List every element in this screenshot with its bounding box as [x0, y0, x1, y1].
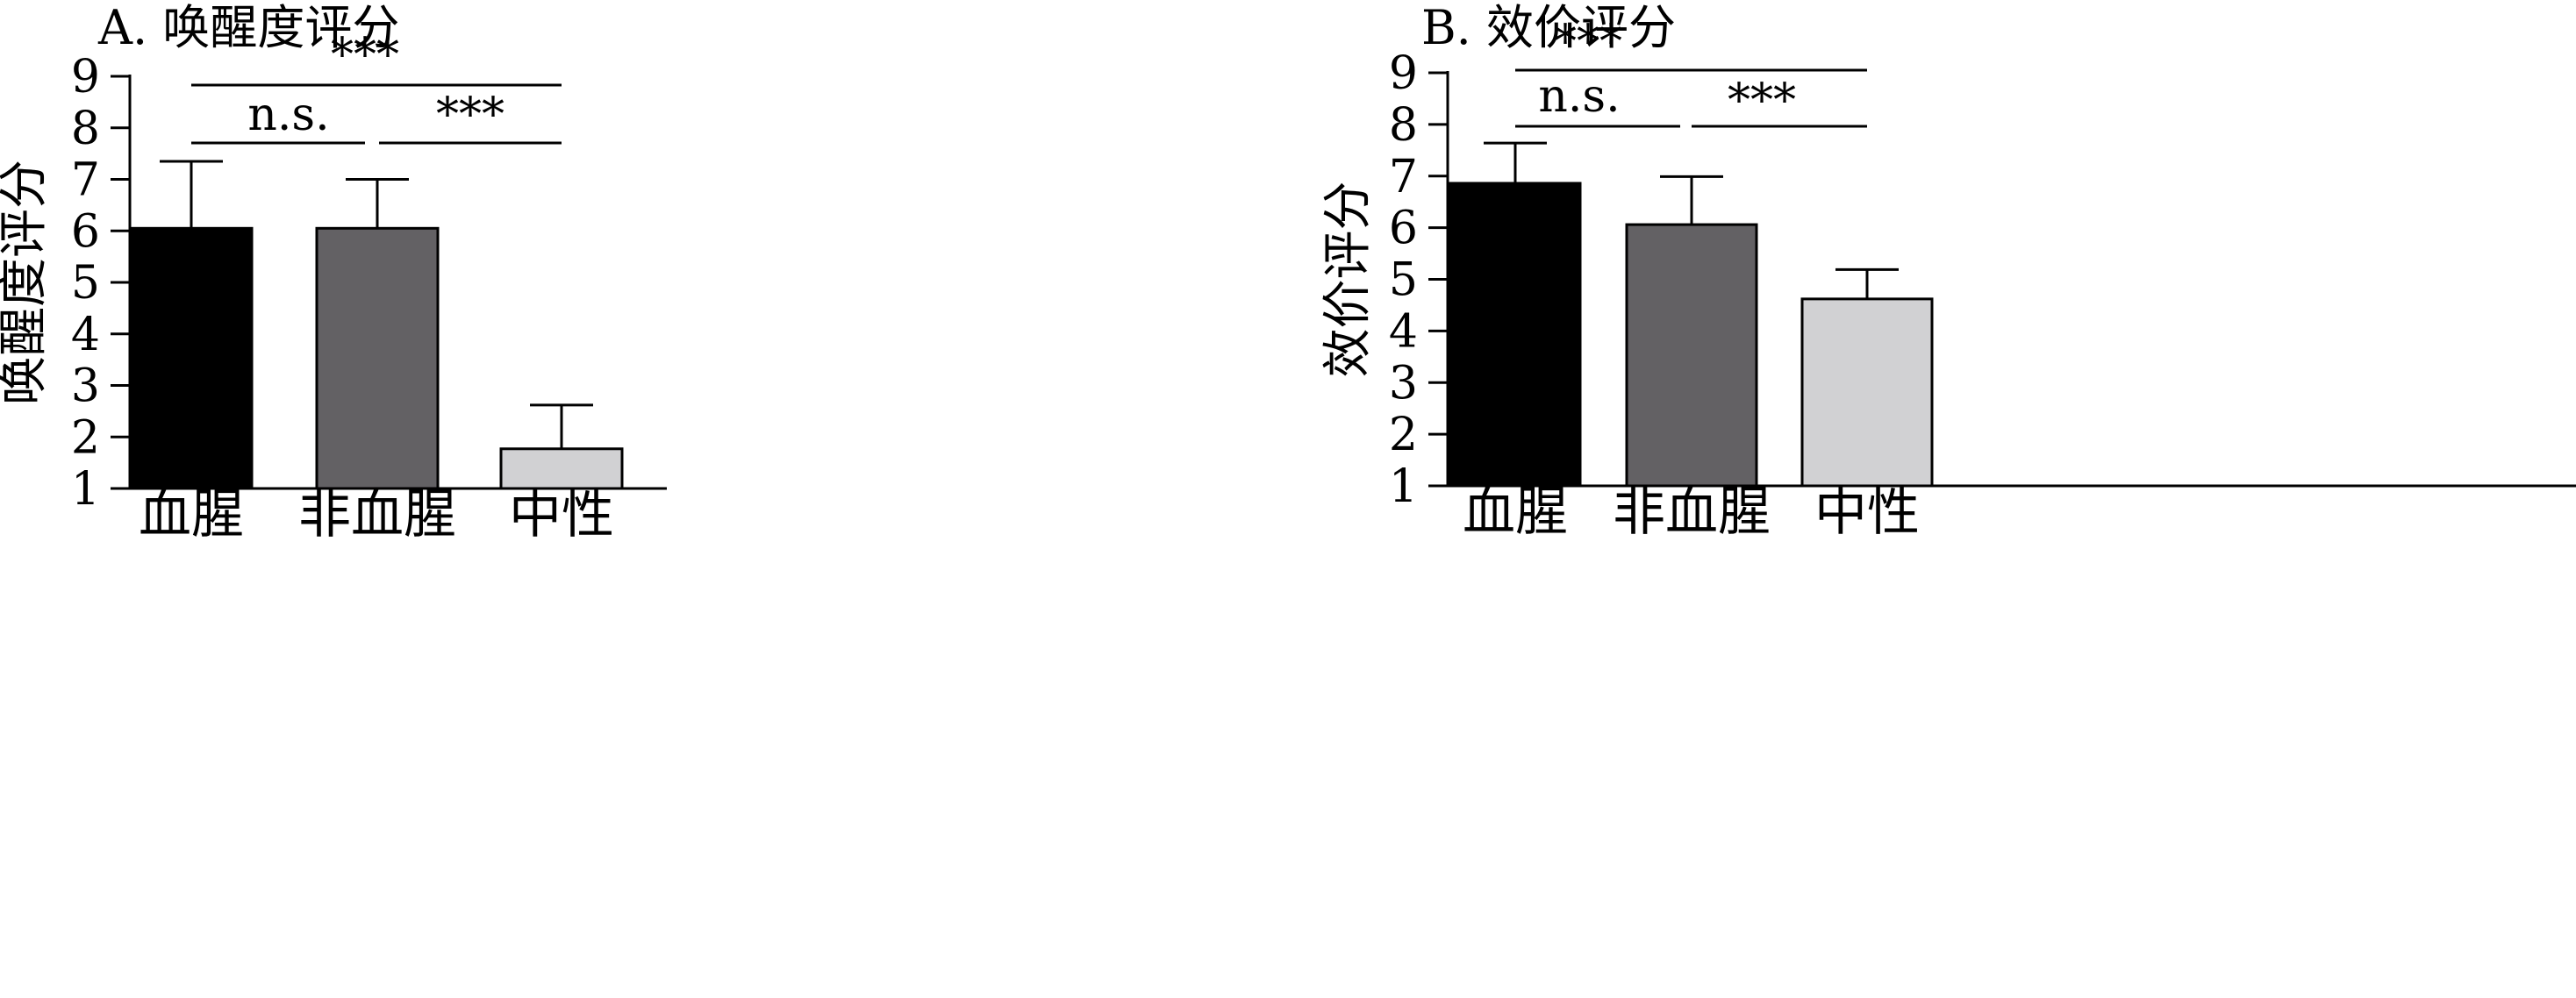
y-tick-label: 8 — [71, 103, 100, 155]
y-axis-label: 唤醒度评分 — [0, 160, 53, 405]
y-tick-label: 9 — [71, 51, 100, 103]
y-tick-label: 3 — [1389, 357, 1418, 410]
bar-3 — [1800, 297, 1934, 488]
y-tick-label: 1 — [1389, 460, 1418, 513]
bar-2 — [1625, 223, 1758, 488]
significance-label: n.s. — [1538, 70, 1620, 123]
significance-label: *** — [331, 29, 399, 82]
y-tick-label: 1 — [71, 463, 100, 516]
bar-3 — [499, 447, 624, 490]
y-tick-label: 4 — [1389, 305, 1418, 358]
y-tick-label: 7 — [71, 154, 100, 207]
significance-label: *** — [1554, 16, 1622, 68]
y-tick-label: 2 — [71, 411, 100, 464]
y-tick-label: 4 — [71, 309, 100, 361]
bar-2 — [315, 226, 440, 490]
bar-1 — [1449, 182, 1582, 488]
y-tick-label: 3 — [71, 360, 100, 413]
x-category-label: 非血腥 — [298, 484, 456, 545]
y-tick-label: 6 — [1389, 203, 1418, 255]
x-category-label: 血腥 — [1463, 481, 1568, 543]
significance-label: *** — [436, 89, 504, 141]
y-tick-label: 6 — [71, 205, 100, 258]
y-tick-label: 8 — [1389, 99, 1418, 152]
y-tick-label: 5 — [71, 257, 100, 310]
significance-label: *** — [1728, 75, 1796, 127]
x-category-label: 中性 — [1814, 481, 1920, 543]
y-tick-label: 9 — [1389, 47, 1418, 100]
x-category-label: 血腥 — [139, 484, 244, 545]
x-category-label: 中性 — [509, 484, 614, 545]
y-tick-label: 5 — [1389, 254, 1418, 307]
panel-title: A. 唤醒度评分 — [97, 0, 399, 55]
significance-label: n.s. — [247, 89, 329, 141]
y-axis-label: 效价评分 — [1320, 182, 1377, 378]
x-category-label: 非血腥 — [1613, 481, 1771, 543]
y-tick-label: 2 — [1389, 409, 1418, 461]
bar-1 — [129, 226, 254, 490]
y-tick-label: 7 — [1389, 151, 1418, 203]
panel-title: B. 效价评分 — [1421, 0, 1676, 55]
